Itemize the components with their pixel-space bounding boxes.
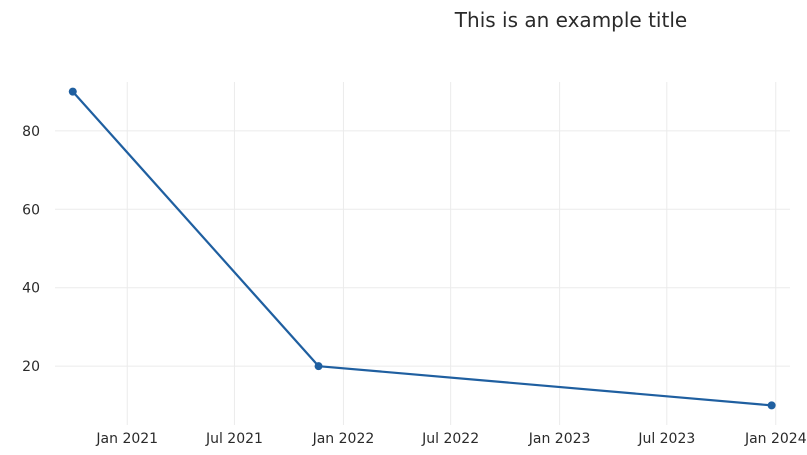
data-point [68,87,77,96]
chart-title: This is an example title [454,8,687,32]
x-tick-label: Jan 2023 [528,431,591,447]
x-tick-label: Jul 2021 [205,431,263,447]
y-tick-label: 60 [22,202,40,218]
x-tick-label: Jan 2022 [312,431,375,447]
data-point [314,362,323,371]
x-axis-tick-labels: Jan 2021 Jul 2021 Jan 2022 Jul 2022 Jan 2023… [95,431,806,447]
x-tick-label: Jul 2022 [421,431,479,447]
y-axis-tick-labels: 20 40 60 80 [22,124,40,375]
x-gridlines [126,82,777,425]
y-tick-label: 40 [22,281,40,297]
y-tick-label: 80 [22,124,40,140]
series-layer [68,87,776,410]
y-tick-label: 20 [22,359,40,375]
x-tick-label: Jul 2023 [637,431,695,447]
x-tick-label: Jan 2024 [744,431,807,447]
data-point [767,401,776,410]
y-gridlines [55,130,790,367]
x-tick-label: Jan 2021 [95,431,158,447]
